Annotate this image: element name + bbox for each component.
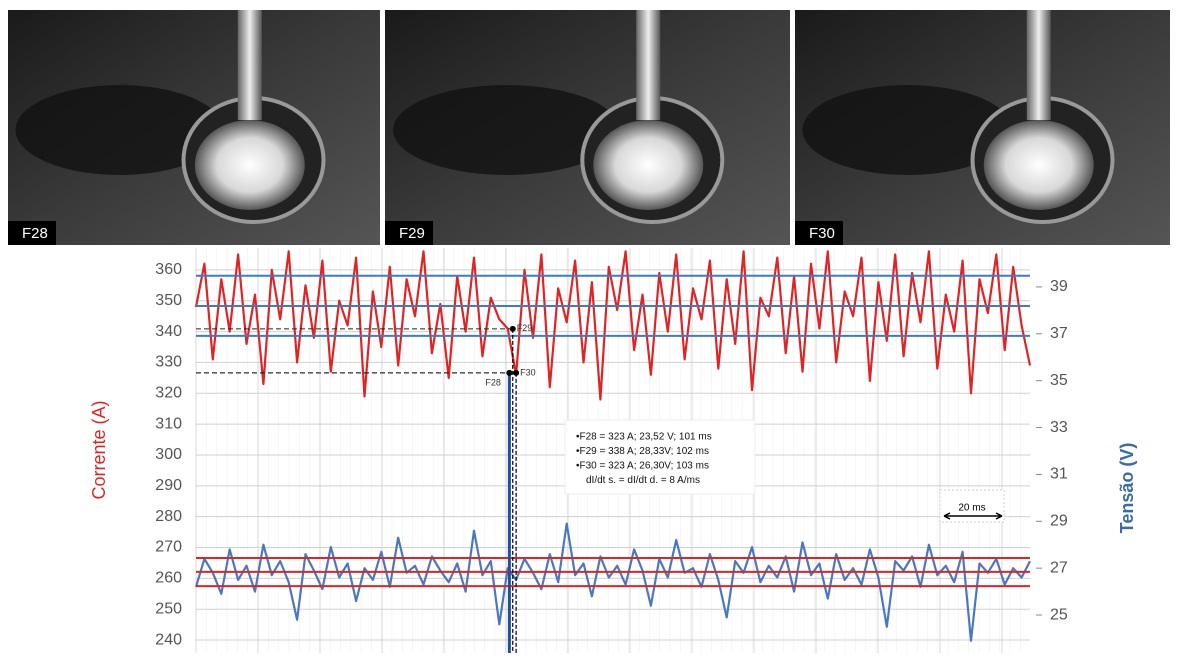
photo-pool [593, 120, 704, 210]
photo-pool [194, 120, 305, 210]
y-axis-label: Corrente (A) [89, 400, 109, 499]
photo-electrode [1026, 10, 1051, 120]
y-tick-label: 290 [155, 477, 182, 494]
photo: F30 [795, 10, 1170, 245]
photo-electrode [636, 10, 661, 120]
y-tick-label: 350 [155, 292, 182, 309]
y-tick-label: 330 [155, 354, 182, 371]
y-tick-label: 300 [155, 446, 182, 463]
photo-label-bg [795, 221, 843, 245]
marker-label: F28 [485, 377, 501, 387]
y2-tick-label: 35 [1050, 372, 1068, 389]
photo-electrode [237, 10, 262, 120]
photo-pool [983, 120, 1094, 210]
y-tick-label: 360 [155, 261, 182, 278]
y-tick-label: 320 [155, 385, 182, 402]
marker-label: F29 [517, 323, 533, 333]
y-tick-label: 310 [155, 415, 182, 432]
annotation-text: dI/dt s. = dI/dt d. = 8 A/ms [586, 475, 700, 486]
y-tick-label: 250 [155, 600, 182, 617]
photo-shadow [15, 85, 224, 175]
scale-arrow [943, 512, 1003, 520]
photo-label-bg [8, 221, 56, 245]
y-tick-label: 240 [155, 631, 182, 648]
marker-label: F30 [520, 367, 536, 377]
photo-label: F29 [399, 225, 425, 242]
y2-axis-label: Tensão (V) [1117, 443, 1137, 534]
marker-point [509, 325, 516, 332]
photo: F29 [385, 10, 790, 245]
y-tick-label: 270 [155, 539, 182, 556]
photo-label: F30 [809, 225, 835, 242]
chart: 240 250 260 270 280 290 300 310 320 330 340 350 360 2… [89, 248, 1137, 653]
y2-tick-label: 29 [1050, 513, 1068, 530]
y2-tick-label: 25 [1050, 606, 1068, 623]
photos: F28 F29 F30 [8, 10, 1170, 245]
annotation-text: •F30 = 323 A; 26,30V; 103 ms [576, 461, 709, 472]
marker-point [513, 369, 520, 376]
y2-tick-label: 33 [1050, 419, 1068, 436]
annotation-text: •F29 = 338 A; 28,33V; 102 ms [576, 446, 709, 457]
y2-tick-label: 27 [1050, 559, 1068, 576]
photo-label: F28 [22, 225, 48, 242]
photo: F28 [8, 10, 380, 245]
y-tick-label: 340 [155, 323, 182, 340]
y2-tick-label: 37 [1050, 325, 1068, 342]
annotation-box [564, 419, 756, 495]
y2-tick-label: 39 [1050, 278, 1068, 295]
annotation-text: •F28 = 323 A; 23,52 V; 101 ms [576, 432, 712, 443]
photo-label-bg [385, 221, 433, 245]
y-tick-label: 260 [155, 570, 182, 587]
y-tick-label: 280 [155, 508, 182, 525]
photo-shadow [802, 85, 1013, 175]
photo-shadow [393, 85, 620, 175]
scale-label: 20 ms [958, 503, 985, 514]
y2-tick-label: 31 [1050, 466, 1068, 483]
